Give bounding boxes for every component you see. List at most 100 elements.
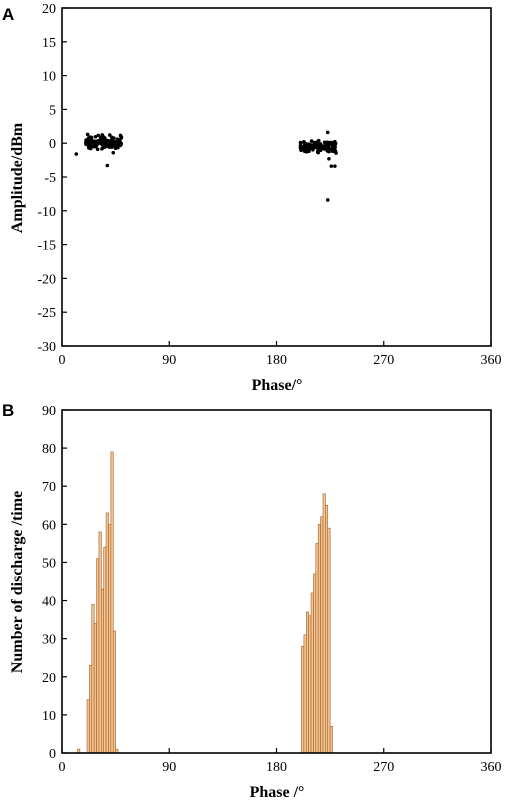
a-y-tick-label: -5 [44, 171, 56, 186]
b-y-tick-label: 30 [42, 633, 56, 648]
histogram-bar [105, 512, 109, 754]
histogram-bars [77, 451, 333, 754]
b-y-tick-label: 90 [42, 404, 56, 419]
a-y-tick-label: 5 [49, 103, 56, 118]
scatter-point [329, 164, 334, 168]
b-y-tick-label: 60 [42, 518, 56, 533]
a-y-tick-label: -30 [37, 340, 56, 355]
scatter-point [111, 150, 116, 155]
a-y-tick-label: 15 [42, 36, 56, 51]
scatter-point [96, 139, 100, 143]
b-y-tick-label: 0 [49, 747, 56, 762]
panel-b-bar: B 0 90 180 270 360 90 80 70 60 50 40 30 20 10 0 Phase … [2, 401, 502, 801]
scatter-point [105, 163, 110, 168]
scatter-point [74, 152, 79, 156]
panel-a-y-axis-title: Amplitude/dBm [9, 122, 26, 233]
scatter-point [325, 146, 330, 151]
a-x-tick-label: 270 [373, 353, 394, 368]
a-y-tick-label: 0 [49, 137, 56, 152]
scatter-point [298, 140, 303, 145]
scatter-point [89, 137, 93, 142]
scatter-point [321, 146, 326, 151]
scatter-point [302, 144, 306, 148]
scatter-point [88, 144, 92, 149]
scatter-point [307, 147, 312, 151]
scatter-point [109, 145, 114, 149]
histogram-bar [320, 516, 324, 754]
b-y-tick-label: 40 [42, 595, 56, 610]
histogram-bar [315, 543, 319, 754]
b-x-tick-label: 180 [266, 760, 287, 775]
scatter-point [93, 139, 97, 144]
a-y-tick-label: -20 [37, 272, 56, 287]
b-y-tick-label: 50 [42, 556, 56, 571]
a-x-tick-label: 180 [266, 353, 287, 368]
a-x-tick-label: 360 [481, 353, 502, 368]
b-x-tick-label: 270 [373, 760, 394, 775]
histogram-bar [103, 546, 107, 754]
scatter-point [331, 145, 335, 150]
histogram-bar [93, 623, 97, 754]
b-x-tick-label: 90 [162, 760, 176, 775]
scatter-point [94, 144, 98, 149]
histogram-bar [112, 630, 116, 754]
scatter-point [302, 140, 306, 144]
scatter-point [110, 137, 115, 141]
scatter-point [90, 141, 94, 145]
scatter-point [333, 164, 337, 168]
b-x-tick-label: 0 [59, 760, 66, 775]
histogram-bar [305, 611, 309, 754]
scatter-points [74, 130, 338, 202]
histogram-bar [110, 451, 114, 754]
a-y-tick-label: -25 [37, 306, 56, 321]
panel-a-letter: A [2, 5, 14, 24]
histogram-bar [327, 527, 331, 754]
scatter-point [309, 139, 314, 143]
scatter-point [325, 130, 330, 135]
scatter-point [299, 148, 304, 152]
a-axis-ticks: 0 90 180 270 360 20 15 10 5 0 -5 -10 -15 -20 -25 -30 [37, 2, 501, 368]
scatter-point [108, 133, 112, 137]
histogram-bar [101, 588, 105, 754]
scatter-point [322, 140, 327, 145]
scatter-point [85, 132, 90, 137]
panel-b-plot-frame [61, 409, 492, 754]
panel-b-x-axis-title: Phase /° [250, 784, 305, 801]
scatter-point [93, 134, 98, 139]
a-x-tick-label: 0 [59, 353, 66, 368]
scatter-point [95, 147, 100, 152]
histogram-bar [313, 573, 317, 754]
a-x-tick-label: 90 [162, 353, 176, 368]
histogram-bar [325, 504, 329, 754]
histogram-bar [91, 604, 95, 754]
b-y-tick-label: 20 [42, 671, 56, 686]
histogram-bar [96, 558, 100, 754]
scatter-point [328, 140, 333, 145]
scatter-point [111, 140, 116, 145]
panel-b-y-axis-title: Number of discharge /time [9, 491, 26, 673]
scatter-point [315, 144, 320, 149]
scatter-point [298, 145, 303, 149]
b-y-tick-label: 80 [42, 442, 56, 457]
scatter-point [101, 140, 106, 144]
scatter-point [327, 156, 331, 161]
panel-a-scatter: A 0 90 180 270 36020151050-5-10-15-20-25-30 … [2, 2, 502, 394]
scatter-point [119, 135, 124, 139]
scatter-point [311, 147, 315, 152]
histogram-bar [86, 699, 90, 754]
scatter-point [84, 138, 89, 142]
a-y-tick-label: -10 [37, 205, 56, 220]
b-y-tick-label: 10 [42, 709, 56, 724]
scatter-point [100, 136, 105, 141]
panel-a-plot-frame [61, 7, 492, 347]
scatter-point [325, 198, 330, 202]
a-y-tick-label: 10 [42, 70, 56, 85]
scatter-point [316, 138, 321, 143]
scatter-point [96, 133, 101, 138]
histogram-bar [303, 634, 307, 754]
histogram-bar [322, 493, 326, 754]
panel-b-letter: B [2, 401, 14, 420]
scatter-point [308, 143, 313, 148]
histogram-bar [317, 524, 321, 754]
